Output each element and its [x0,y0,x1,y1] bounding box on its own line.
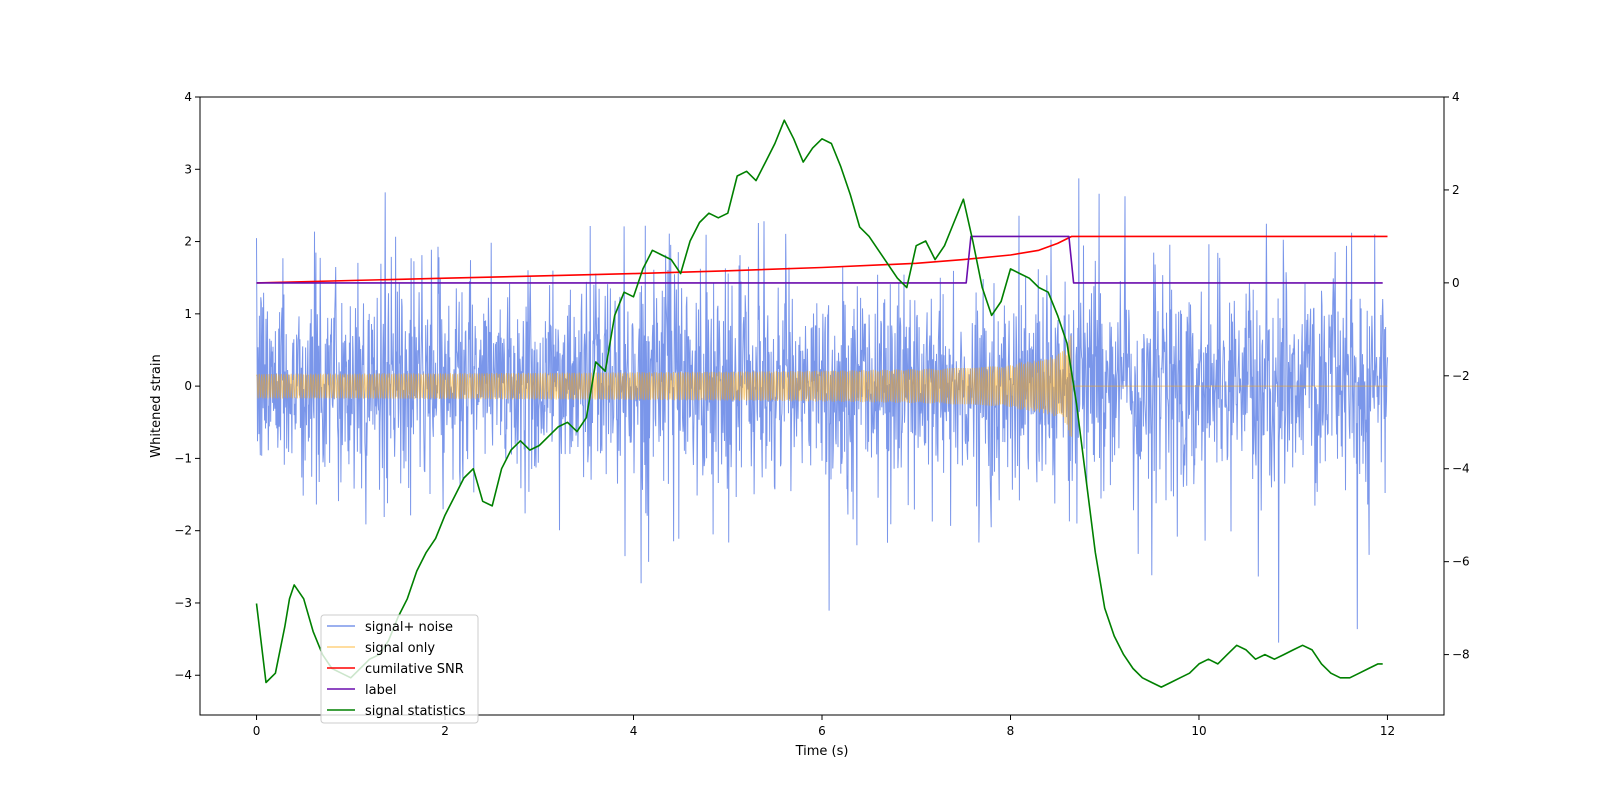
y2-tick-label: −6 [1452,555,1470,569]
legend-item: label [327,683,396,698]
legend-item: signal only [327,641,435,656]
y-tick-label: −4 [174,668,192,682]
y-tick-label: −2 [174,524,192,538]
legend: signal+ noise signal only cumilative SNR… [320,614,479,724]
legend-item: cumilative SNR [327,662,464,677]
legend-label: signal only [365,641,435,656]
series-cumulative-snr [256,235,1388,284]
y2-tick-label: −2 [1452,369,1470,383]
y2-tick-label: −4 [1452,462,1470,476]
x-tick-label: 6 [818,724,826,738]
series-signal-statistics [255,119,1383,688]
y2-tick-label: 2 [1452,183,1460,197]
series-label [256,235,1383,284]
legend-item: signal statistics [327,704,466,719]
y-tick-label: 0 [184,379,192,393]
y2-tick-label: −8 [1452,648,1470,662]
series-signal-noise [256,178,1388,643]
label-line [256,235,1383,284]
x-axis-ticks: 0 2 4 6 8 10 12 [253,715,1395,738]
y-axis-right-ticks: −8 −6 −4 −2 0 2 4 [1444,90,1470,662]
y-axis-label: Whitened strain [149,354,164,457]
y-tick-label: 2 [184,235,192,249]
cumulative-snr-line [256,235,1388,284]
x-tick-label: 0 [253,724,261,738]
x-tick-label: 8 [1007,724,1015,738]
x-axis-label: Time (s) [795,744,849,759]
legend-label: label [365,683,396,698]
signal-statistics-line [255,119,1383,688]
signal-only-line [256,335,1388,437]
x-tick-label: 12 [1380,724,1395,738]
legend-label: cumilative SNR [365,662,464,677]
y2-tick-label: 4 [1452,90,1460,104]
y-tick-label: 3 [184,162,192,176]
legend-label: signal statistics [365,704,466,719]
y2-tick-label: 0 [1452,276,1460,290]
x-tick-label: 10 [1191,724,1206,738]
legend-item: signal+ noise [327,620,453,635]
y-axis-left-ticks: −4 −3 −2 −1 0 1 2 3 4 [174,90,200,682]
y-tick-label: 4 [184,90,192,104]
plot-series-layer [255,119,1388,688]
y-tick-label: −3 [174,596,192,610]
x-tick-label: 4 [630,724,638,738]
x-tick-label: 2 [441,724,449,738]
signal-noise-line [256,178,1388,643]
y-tick-label: 1 [184,307,192,321]
legend-box [320,614,479,724]
series-signal-only [256,335,1388,437]
legend-label: signal+ noise [365,620,453,635]
y-tick-label: −1 [174,451,192,465]
